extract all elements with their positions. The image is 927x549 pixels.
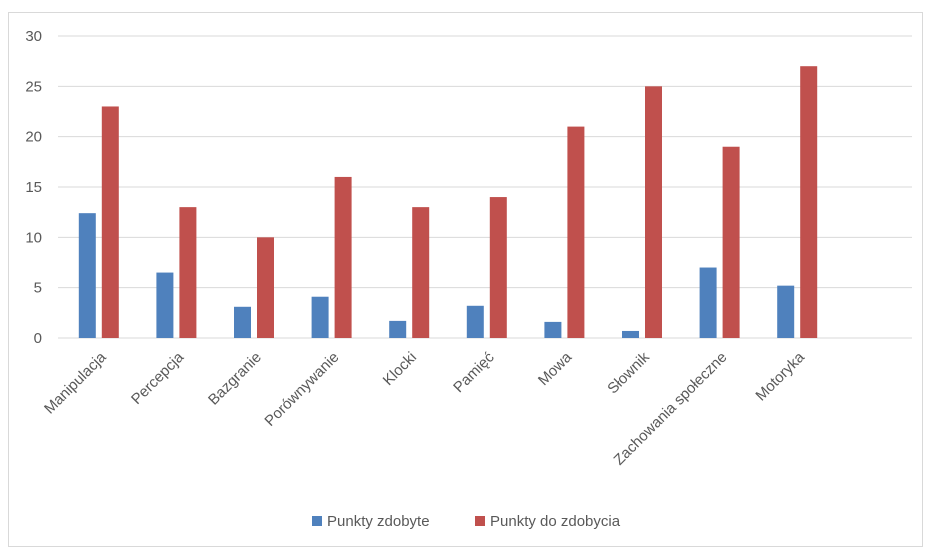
gridlines (58, 35, 912, 339)
bar-punkty-do-zdobycia (412, 207, 430, 338)
bars (78, 66, 818, 338)
y-tick-label: 20 (25, 129, 42, 146)
y-tick-label: 0 (34, 330, 42, 347)
bar-punkty-do-zdobycia (101, 106, 119, 338)
bar-punkty-do-zdobycia (722, 146, 740, 338)
bar-punkty-zdobyte (389, 320, 407, 338)
legend-swatch (475, 516, 485, 526)
bar-punkty-do-zdobycia (257, 237, 274, 338)
bar-punkty-zdobyte (622, 330, 639, 338)
legend-label: Punkty zdobyte (327, 513, 430, 530)
y-tick-label: 30 (25, 28, 42, 45)
legend-label: Punkty do zdobycia (490, 513, 621, 530)
x-category-label: Porównywanie (261, 349, 342, 430)
y-tick-label: 25 (25, 78, 42, 95)
bar-punkty-zdobyte (777, 285, 795, 338)
bar-punkty-do-zdobycia (800, 66, 818, 338)
x-category-label: Bazgranie (205, 349, 265, 409)
bar-punkty-do-zdobycia (567, 126, 585, 338)
bar-punkty-do-zdobycia (334, 176, 352, 338)
y-tick-label: 10 (25, 229, 42, 246)
x-category-label: Klocki (380, 349, 420, 389)
x-category-label: Percepcja (128, 348, 188, 408)
bar-punkty-zdobyte (78, 213, 96, 338)
bar-punkty-zdobyte (156, 272, 174, 338)
x-axis-categories: Manipulacja Percepcja BazgraniePorównywani… (41, 348, 808, 468)
legend-swatch (312, 516, 322, 526)
bar-punkty-zdobyte (234, 306, 251, 338)
bar-punkty-zdobyte (699, 267, 717, 338)
bar-punkty-do-zdobycia (179, 207, 197, 338)
bar-punkty-zdobyte (466, 305, 484, 338)
x-category-label: Motoryka (752, 348, 808, 404)
x-category-label: Pamięć (450, 348, 498, 396)
y-axis-ticks: 0 5 10 15 20 25 30 (25, 28, 42, 347)
bar-punkty-zdobyte (311, 296, 329, 338)
x-category-label: Manipulacja (41, 348, 110, 417)
legend: Punkty zdobyte Punkty do zdobycia (312, 513, 621, 530)
y-tick-label: 15 (25, 179, 42, 196)
bar-punkty-do-zdobycia (489, 197, 507, 338)
bar-punkty-zdobyte (544, 321, 562, 338)
y-tick-label: 5 (34, 280, 42, 297)
bar-punkty-do-zdobycia (645, 86, 662, 338)
x-category-label: Słownik (604, 348, 653, 397)
x-category-label: Mowa (535, 348, 576, 389)
